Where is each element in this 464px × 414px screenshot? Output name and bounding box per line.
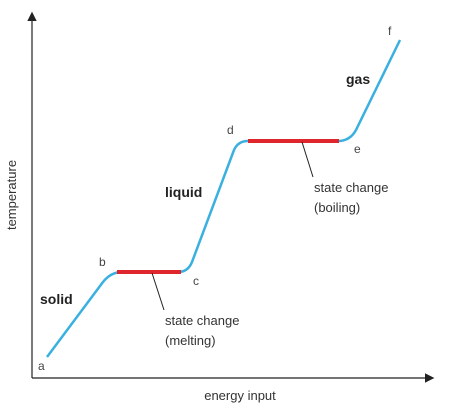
annotation-line: state change xyxy=(165,313,239,328)
annotation-line: (boiling) xyxy=(314,200,360,215)
point-label: d xyxy=(227,123,234,137)
point-label: f xyxy=(388,24,392,38)
boiling-pointer xyxy=(301,141,314,178)
phase-label: solid xyxy=(40,291,73,307)
heating-curve xyxy=(45,39,402,358)
point-label: e xyxy=(354,142,361,156)
phase-label: gas xyxy=(346,71,370,87)
x-axis-label: energy input xyxy=(204,388,276,403)
point-label: c xyxy=(193,274,199,288)
melting-pointer xyxy=(151,272,165,311)
point-label: a xyxy=(38,359,45,373)
annotation-line: state change xyxy=(314,180,388,195)
phase-label: liquid xyxy=(165,184,202,200)
point-label: b xyxy=(99,255,106,269)
y-axis-label: temperature xyxy=(4,160,19,230)
annotation-line: (melting) xyxy=(165,333,216,348)
